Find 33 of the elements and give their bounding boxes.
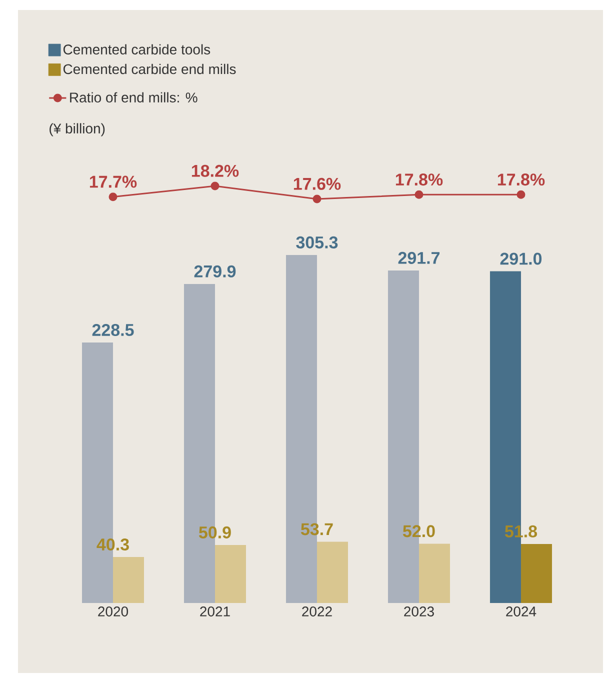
point	[312, 194, 322, 204]
x-tick-label: 2022	[302, 606, 332, 616]
data-label: 17.8%	[498, 174, 545, 186]
data-label: 279.9	[194, 265, 236, 278]
bar	[214, 544, 246, 603]
point	[108, 192, 118, 202]
x-tick-label: 2021	[200, 606, 230, 616]
point	[210, 182, 220, 190]
data-label: 17.7%	[90, 176, 137, 188]
bar	[520, 544, 552, 603]
data-label: 53.7	[300, 523, 333, 536]
data-label: 17.8%	[396, 174, 443, 186]
x-tick-label: 2024	[506, 606, 536, 616]
data-label: 228.5	[92, 324, 134, 336]
legend-label: Cemented carbide tools	[63, 44, 210, 54]
data-label: 18.2%	[192, 164, 239, 177]
bar	[316, 542, 348, 603]
data-label: 40.3	[96, 538, 129, 551]
data-label: 305.3	[296, 236, 338, 248]
legend-label: Ratio of end mills: %	[70, 92, 198, 102]
data-label: 50.9	[198, 526, 231, 538]
bar	[418, 544, 450, 603]
point	[516, 190, 526, 199]
data-label: 291.7	[398, 252, 440, 264]
bar	[112, 557, 144, 603]
x-tick-label: 2020	[98, 606, 128, 616]
data-label: 17.6%	[294, 178, 341, 190]
text: (¥ billion)	[50, 123, 105, 136]
legend-label: Cemented carbide end mills	[63, 64, 236, 74]
x-tick-label: 2023	[404, 606, 434, 616]
point	[414, 190, 424, 199]
data-label: 291.0	[500, 252, 542, 265]
data-label: 52.0	[402, 525, 435, 538]
